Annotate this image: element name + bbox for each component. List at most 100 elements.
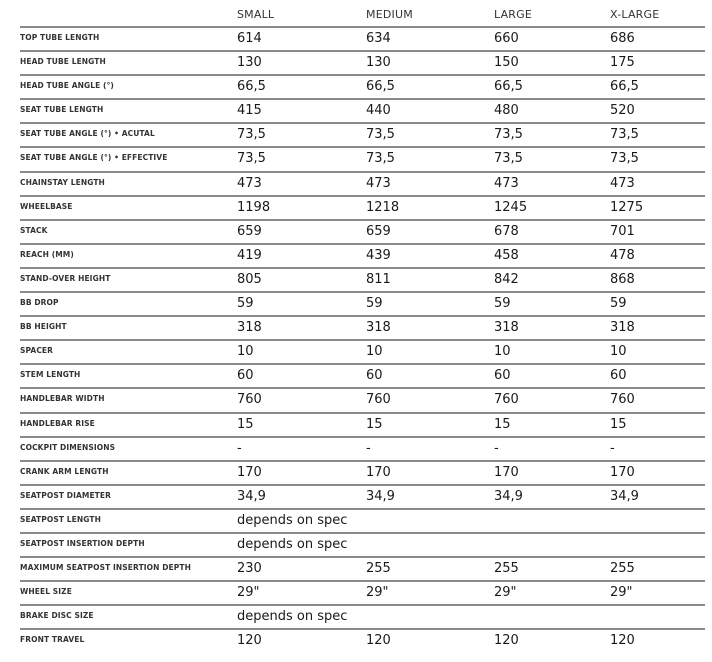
cell-value: 478 — [610, 247, 635, 263]
cell-value: 318 — [237, 320, 262, 336]
table-row: TOP TUBE LENGTH 614 634 660 686 — [20, 26, 705, 50]
cell-value: 1275 — [610, 199, 644, 215]
cell-value: 120 — [610, 633, 635, 649]
cell-value: 29" — [494, 585, 517, 601]
cell-value: 634 — [366, 31, 391, 46]
cell-value: 73,5 — [366, 127, 395, 143]
column-header: LARGE — [494, 8, 533, 21]
cell-value: - — [610, 440, 615, 456]
cell-value: 130 — [237, 55, 262, 71]
cell-value: 415 — [237, 103, 262, 119]
cell-value: 73,5 — [237, 127, 266, 143]
column-header: X-LARGE — [610, 8, 660, 21]
cell-value: 439 — [366, 247, 391, 263]
cell-value: 760 — [494, 392, 519, 408]
row-label: STEM LENGTH — [20, 370, 81, 380]
table-row: HANDLEBAR RISE 15 15 15 15 — [20, 411, 705, 436]
cell-value: depends on spec — [237, 536, 348, 552]
cell-value: 10 — [610, 344, 627, 360]
cell-value: 10 — [237, 344, 254, 360]
cell-value: 473 — [494, 175, 519, 191]
row-label: SEAT TUBE LENGTH — [20, 105, 104, 115]
cell-value: 66,5 — [366, 79, 395, 95]
table-row: COCKPIT DIMENSIONS - - - - — [20, 435, 705, 460]
table-row: SEAT TUBE ANGLE (°) • ACUTAL 73,5 73,5 73,5… — [20, 122, 705, 146]
table-row: SPACER 10 10 10 10 — [20, 339, 705, 363]
row-label: SEAT TUBE ANGLE (°) • ACUTAL — [20, 129, 155, 139]
row-label: SEATPOST LENGTH — [20, 514, 101, 524]
row-label: SEATPOST DIAMETER — [20, 490, 111, 500]
cell-value: 73,5 — [366, 151, 395, 167]
cell-value: 480 — [494, 103, 519, 119]
cell-value: 120 — [366, 633, 391, 649]
cell-value: 150 — [494, 55, 519, 71]
table-row: FRONT TRAVEL 120 120 120 120 — [20, 628, 705, 652]
row-label: SEATPOST INSERTION DEPTH — [20, 538, 145, 548]
table-row: HANDLEBAR WIDTH 760 760 760 760 — [20, 387, 705, 411]
cell-value: 760 — [237, 392, 262, 408]
cell-value: 520 — [610, 103, 635, 119]
row-label: CRANK ARM LENGTH — [20, 466, 109, 476]
table-body: TOP TUBE LENGTH 614 634 660 686 HEAD TUBE LEN… — [20, 26, 705, 652]
cell-value: 440 — [366, 103, 391, 119]
cell-value: 170 — [237, 464, 262, 480]
cell-value: 73,5 — [610, 151, 639, 167]
row-label: HANDLEBAR WIDTH — [20, 394, 105, 404]
cell-value: 473 — [366, 175, 391, 191]
cell-value: 73,5 — [610, 127, 639, 143]
cell-value: depends on spec — [237, 512, 348, 528]
table-row: HEAD TUBE ANGLE (°) 66,5 66,5 66,5 66,5 — [20, 74, 705, 98]
cell-value: 419 — [237, 247, 262, 263]
cell-value: 66,5 — [610, 79, 639, 95]
cell-value: 15 — [494, 416, 511, 432]
cell-value: 59 — [494, 296, 511, 312]
table-row: MAXIMUM SEATPOST INSERTION DEPTH 230 255 25… — [20, 556, 705, 580]
cell-value: 1218 — [366, 199, 400, 215]
cell-value: 120 — [494, 633, 519, 649]
table-row: SEAT TUBE LENGTH 415 440 480 520 — [20, 98, 705, 122]
cell-value: 842 — [494, 271, 519, 287]
table-row: SEATPOST LENGTH depends on spec — [20, 507, 705, 532]
row-label: SPACER — [20, 346, 54, 356]
row-label: BB HEIGHT — [20, 322, 67, 332]
cell-value: 805 — [237, 271, 262, 287]
cell-value: 1245 — [494, 199, 528, 215]
cell-value: 66,5 — [494, 79, 523, 95]
row-label: SEAT TUBE ANGLE (°) • EFFECTIVE — [20, 153, 168, 163]
table-row: STEM LENGTH 60 60 60 60 — [20, 363, 705, 387]
cell-value: 120 — [237, 633, 262, 649]
cell-value: 458 — [494, 247, 519, 263]
cell-value: 29" — [610, 585, 633, 601]
table-row: CRANK ARM LENGTH 170 170 170 170 — [20, 459, 705, 484]
table-row: HEAD TUBE LENGTH 130 130 150 175 — [20, 50, 705, 74]
table-row: WHEEL SIZE 29" 29" 29" 29" — [20, 580, 705, 604]
table-row: REACH (MM) 419 439 458 478 — [20, 242, 705, 267]
cell-value: 34,9 — [610, 488, 639, 504]
column-header: SMALL — [237, 8, 275, 21]
cell-value: 170 — [494, 464, 519, 480]
cell-value: depends on spec — [237, 609, 348, 625]
row-label: TOP TUBE LENGTH — [20, 33, 100, 42]
cell-value: 73,5 — [237, 151, 266, 167]
cell-value: 318 — [494, 320, 519, 336]
cell-value: 230 — [237, 561, 262, 577]
row-label: WHEEL SIZE — [20, 587, 72, 597]
table-row: WHEELBASE 1198 1218 1245 1275 — [20, 194, 705, 219]
table-row: STACK 659 659 678 701 — [20, 218, 705, 243]
cell-value: - — [366, 440, 371, 456]
row-label: CHAINSTAY LENGTH — [20, 177, 105, 187]
table-row: STAND-OVER HEIGHT 805 811 842 868 — [20, 266, 705, 291]
cell-value: 60 — [366, 368, 383, 384]
cell-value: 15 — [366, 416, 383, 432]
cell-value: 59 — [366, 296, 383, 312]
row-label: MAXIMUM SEATPOST INSERTION DEPTH — [20, 563, 191, 573]
cell-value: 60 — [610, 368, 627, 384]
cell-value: 10 — [494, 344, 511, 360]
cell-value: 255 — [366, 561, 391, 577]
cell-value: 473 — [237, 175, 262, 191]
row-label: HEAD TUBE ANGLE (°) — [20, 81, 114, 91]
cell-value: 34,9 — [494, 488, 523, 504]
cell-value: 686 — [610, 31, 635, 46]
cell-value: 59 — [610, 296, 627, 312]
cell-value: 60 — [237, 368, 254, 384]
